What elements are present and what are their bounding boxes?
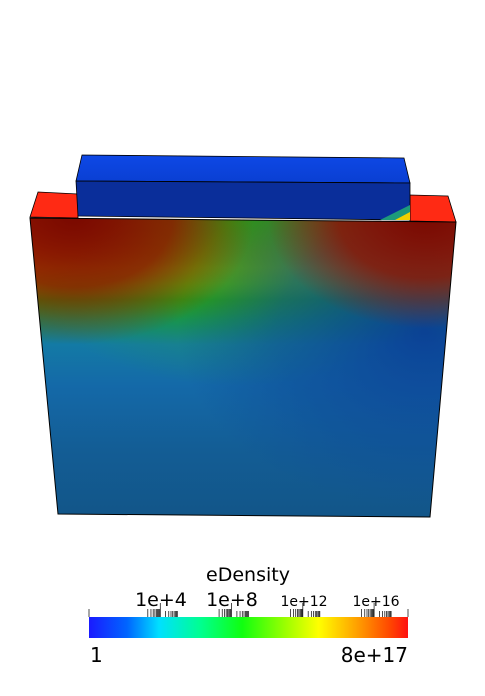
scalar-bar-max-label: 8e+17	[341, 643, 408, 667]
left-contact-pad	[29, 191, 79, 219]
right-contact-pad	[409, 194, 457, 223]
scalar-bar-title: eDensity	[206, 564, 290, 586]
scalar-bar-tick-label-1e12: 1e+12	[280, 594, 327, 610]
scalar-bar-tick-label-1e4: 1e+4	[135, 589, 187, 611]
device-front-face	[30, 218, 456, 517]
gate-block-top-face	[75, 154, 411, 184]
scalar-bar-min-label: 1	[90, 643, 103, 667]
scalar-bar: eDensity 1e+4 1e+8 1e+12 1e+16 1 8e+17	[88, 564, 409, 667]
gate-block-front-face	[75, 180, 411, 221]
scalar-bar-tick-label-1e16: 1e+16	[352, 594, 399, 610]
scalar-bar-gradient	[89, 617, 408, 638]
scalar-bar-tick-label-1e8: 1e+8	[206, 589, 258, 611]
gate-block-edge-highlight-inner	[395, 212, 410, 220]
scalar-bar-ticks	[88, 603, 409, 617]
device-front-outline	[29, 217, 457, 518]
